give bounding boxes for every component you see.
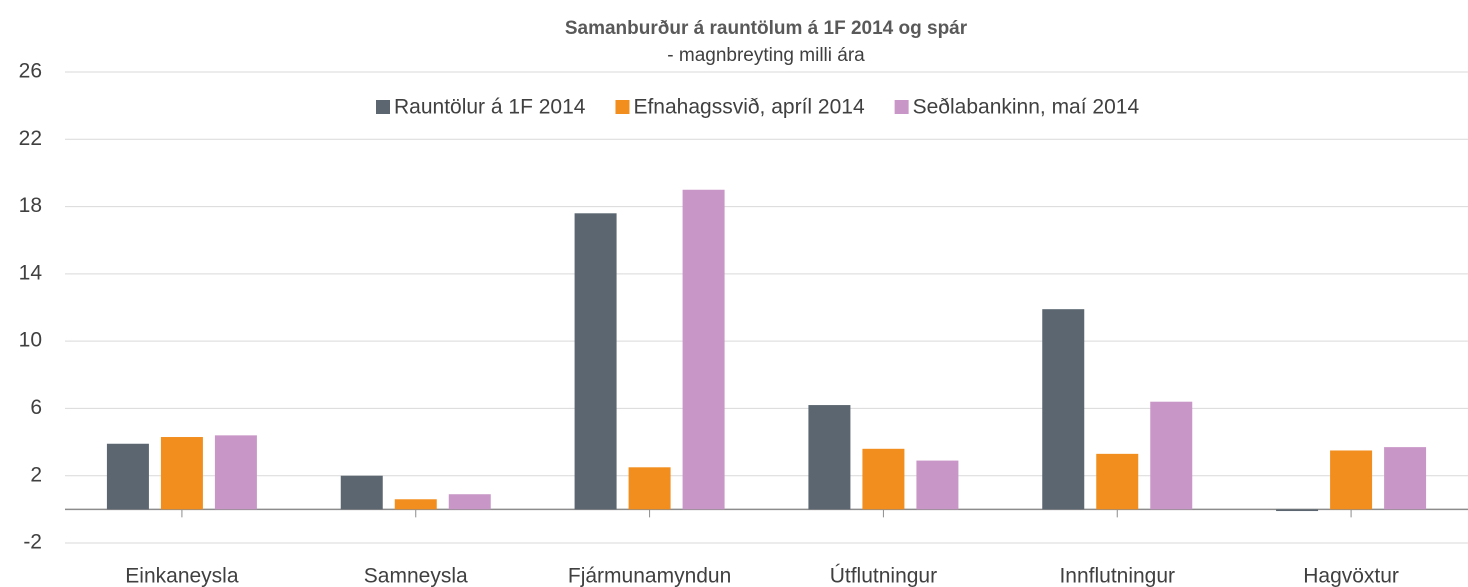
- bar: [448, 494, 491, 510]
- chart-subtitle: - magnbreyting milli ára: [667, 45, 865, 66]
- bar: [1096, 453, 1139, 510]
- x-tick-label: Einkaneysla: [125, 565, 239, 587]
- bar: [1042, 309, 1085, 510]
- bar: [340, 475, 383, 510]
- y-tick-label: 10: [19, 329, 42, 352]
- y-tick-label: 6: [30, 396, 42, 419]
- y-tick-label: 14: [19, 261, 43, 284]
- legend-swatch: [894, 100, 909, 114]
- bar: [1150, 401, 1193, 510]
- bar: [574, 213, 617, 510]
- legend-label: Rauntölur á 1F 2014: [394, 96, 586, 119]
- y-tick-label: -2: [23, 531, 42, 554]
- bar: [862, 448, 905, 510]
- legend-label: Seðlabankinn, maí 2014: [913, 96, 1140, 119]
- y-tick-label: 18: [19, 194, 42, 217]
- bar: [682, 189, 725, 510]
- legend-label: Efnahagssvið, apríl 2014: [633, 96, 864, 119]
- bar: [916, 460, 959, 510]
- bar: [1330, 450, 1373, 510]
- bar: [160, 437, 203, 510]
- bar: [808, 405, 851, 510]
- legend-swatch: [615, 100, 630, 114]
- bar: [1384, 447, 1427, 510]
- x-tick-label: Fjármunamyndun: [568, 565, 731, 587]
- x-tick-label: Innflutningur: [1059, 565, 1175, 587]
- bar: [1276, 509, 1319, 512]
- y-tick-label: 22: [19, 127, 42, 150]
- x-tick-label: Samneysla: [364, 565, 468, 587]
- y-tick-label: 26: [19, 60, 42, 83]
- chart-title: Samanburður á rauntölum á 1F 2014 og spá…: [565, 18, 968, 39]
- x-tick-label: Hagvöxtur: [1303, 565, 1399, 587]
- bar: [214, 435, 257, 510]
- x-tick-label: Útflutningur: [830, 565, 937, 587]
- bar: [394, 499, 437, 510]
- legend-swatch: [376, 100, 390, 114]
- bar: [106, 443, 149, 510]
- y-tick-label: 2: [30, 463, 42, 486]
- bar: [628, 467, 671, 510]
